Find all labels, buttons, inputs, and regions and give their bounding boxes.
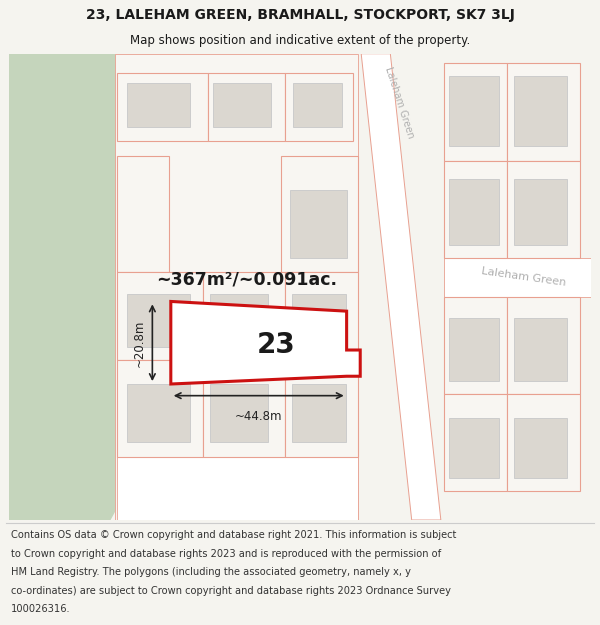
Polygon shape <box>507 394 580 491</box>
Polygon shape <box>507 161 580 258</box>
Polygon shape <box>281 156 358 272</box>
Polygon shape <box>209 294 268 347</box>
Text: 100026316.: 100026316. <box>11 604 70 614</box>
Polygon shape <box>514 76 567 146</box>
Polygon shape <box>286 73 353 141</box>
Polygon shape <box>118 272 203 360</box>
Polygon shape <box>118 73 208 141</box>
Polygon shape <box>514 418 567 478</box>
Polygon shape <box>444 161 507 258</box>
Text: HM Land Registry. The polygons (including the associated geometry, namely x, y: HM Land Registry. The polygons (includin… <box>11 568 411 578</box>
Text: Contains OS data © Crown copyright and database right 2021. This information is : Contains OS data © Crown copyright and d… <box>11 531 456 541</box>
Polygon shape <box>449 418 499 478</box>
Polygon shape <box>203 360 286 457</box>
Polygon shape <box>127 83 190 127</box>
Text: ~20.8m: ~20.8m <box>132 319 145 367</box>
Polygon shape <box>444 64 507 161</box>
Polygon shape <box>171 301 360 384</box>
Polygon shape <box>127 384 190 442</box>
Polygon shape <box>507 297 580 394</box>
Polygon shape <box>212 83 271 127</box>
Text: 23, LALEHAM GREEN, BRAMHALL, STOCKPORT, SK7 3LJ: 23, LALEHAM GREEN, BRAMHALL, STOCKPORT, … <box>86 8 514 21</box>
Text: Laleham Green: Laleham Green <box>383 65 415 139</box>
Polygon shape <box>286 360 358 457</box>
Polygon shape <box>203 272 286 360</box>
Polygon shape <box>444 297 507 394</box>
Polygon shape <box>292 384 346 442</box>
Polygon shape <box>127 294 190 347</box>
Text: ~367m²/~0.091ac.: ~367m²/~0.091ac. <box>156 270 337 288</box>
Text: Map shows position and indicative extent of the property.: Map shows position and indicative extent… <box>130 34 470 47</box>
Polygon shape <box>118 156 169 272</box>
Polygon shape <box>118 360 203 457</box>
Text: Laleham Green: Laleham Green <box>481 266 566 288</box>
Polygon shape <box>115 54 358 520</box>
Polygon shape <box>208 73 286 141</box>
Polygon shape <box>449 76 499 146</box>
Polygon shape <box>8 54 172 520</box>
Polygon shape <box>286 272 358 360</box>
Polygon shape <box>293 83 342 127</box>
Polygon shape <box>444 394 507 491</box>
Text: co-ordinates) are subject to Crown copyright and database rights 2023 Ordnance S: co-ordinates) are subject to Crown copyr… <box>11 586 451 596</box>
Text: 23: 23 <box>256 331 295 359</box>
Polygon shape <box>514 318 567 381</box>
Polygon shape <box>507 64 580 161</box>
Polygon shape <box>449 179 499 245</box>
Text: to Crown copyright and database rights 2023 and is reproduced with the permissio: to Crown copyright and database rights 2… <box>11 549 441 559</box>
Polygon shape <box>292 294 346 347</box>
Text: ~44.8m: ~44.8m <box>235 410 282 423</box>
Polygon shape <box>290 190 347 258</box>
Polygon shape <box>514 179 567 245</box>
Polygon shape <box>449 318 499 381</box>
Polygon shape <box>361 54 441 520</box>
Polygon shape <box>118 457 358 520</box>
Polygon shape <box>209 384 268 442</box>
Polygon shape <box>444 258 592 297</box>
